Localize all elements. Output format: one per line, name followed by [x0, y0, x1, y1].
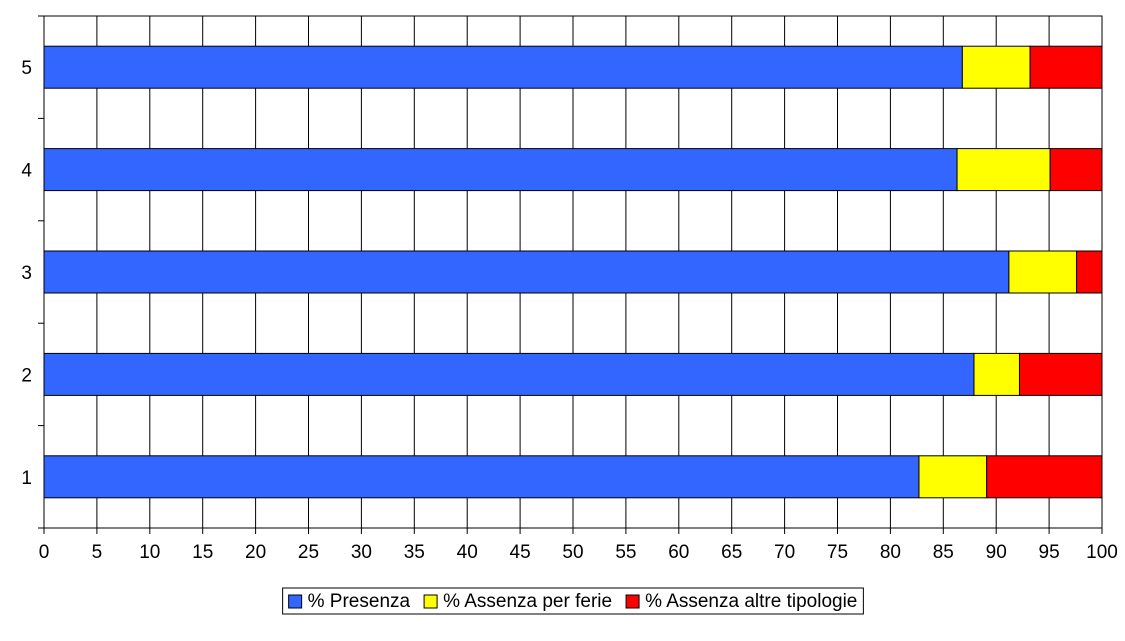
bar-segment	[43, 250, 1010, 294]
bar-segment	[43, 45, 963, 89]
bar-segment	[918, 455, 988, 499]
x-tick-label: 95	[1039, 542, 1060, 563]
legend-swatch	[423, 594, 438, 609]
legend-entry: % Presenza	[288, 591, 411, 612]
x-tick-label: 40	[457, 542, 478, 563]
bar-segment	[43, 352, 975, 396]
bar-segment	[43, 148, 958, 192]
x-tick-label: 75	[827, 542, 848, 563]
x-tick-label: 20	[245, 542, 266, 563]
legend-entry: % Assenza per ferie	[423, 591, 612, 612]
bar-segment	[1029, 45, 1103, 89]
bar-segment	[1076, 250, 1103, 294]
legend-entry: % Assenza altre tipologie	[625, 591, 857, 612]
bar-segment	[961, 45, 1031, 89]
y-tick-label: 4	[21, 161, 32, 182]
x-tick-label: 10	[139, 542, 160, 563]
x-tick-label: 30	[351, 542, 372, 563]
legend-label: % Assenza per ferie	[443, 591, 612, 612]
x-tick-label: 60	[668, 542, 689, 563]
bar-segment	[1008, 250, 1078, 294]
legend-swatch	[288, 594, 303, 609]
legend-swatch	[625, 594, 640, 609]
legend-label: % Presenza	[308, 591, 411, 612]
x-tick-label: 70	[774, 542, 795, 563]
bar-segment	[43, 455, 920, 499]
x-tick-label: 5	[92, 542, 103, 563]
x-tick-label: 100	[1086, 542, 1118, 563]
x-tick-label: 15	[192, 542, 213, 563]
legend: % Presenza % Assenza per ferie % Assenza a…	[282, 587, 864, 615]
x-tick-label: 35	[404, 542, 425, 563]
x-tick-label: 0	[39, 542, 50, 563]
x-tick-label: 90	[986, 542, 1007, 563]
x-tick-label: 65	[721, 542, 742, 563]
bar-segment	[1018, 352, 1103, 396]
x-tick-label: 55	[615, 542, 636, 563]
x-tick-label: 25	[298, 542, 319, 563]
bar-segment	[973, 352, 1020, 396]
bars	[43, 45, 1103, 499]
legend-frame	[282, 587, 864, 615]
bar-segment	[1049, 148, 1103, 192]
y-tick-label: 5	[21, 58, 32, 79]
y-tick-label: 1	[21, 468, 32, 489]
legend-label: % Assenza altre tipologie	[645, 591, 857, 612]
bar-segment	[986, 455, 1103, 499]
x-tick-label: 45	[510, 542, 531, 563]
bar-segment	[956, 148, 1051, 192]
x-tick-label: 50	[562, 542, 583, 563]
y-tick-label: 3	[21, 263, 32, 284]
legend-items: % Presenza % Assenza per ferie % Assenza a…	[282, 587, 864, 615]
x-tick-label: 80	[880, 542, 901, 563]
axes: 0 5 10 15 20 25 30 35 40 45 50 55 60 65 70 75 80 85 90 95 10…	[21, 15, 1118, 563]
x-tick-label: 85	[933, 542, 954, 563]
y-tick-label: 2	[21, 365, 32, 386]
